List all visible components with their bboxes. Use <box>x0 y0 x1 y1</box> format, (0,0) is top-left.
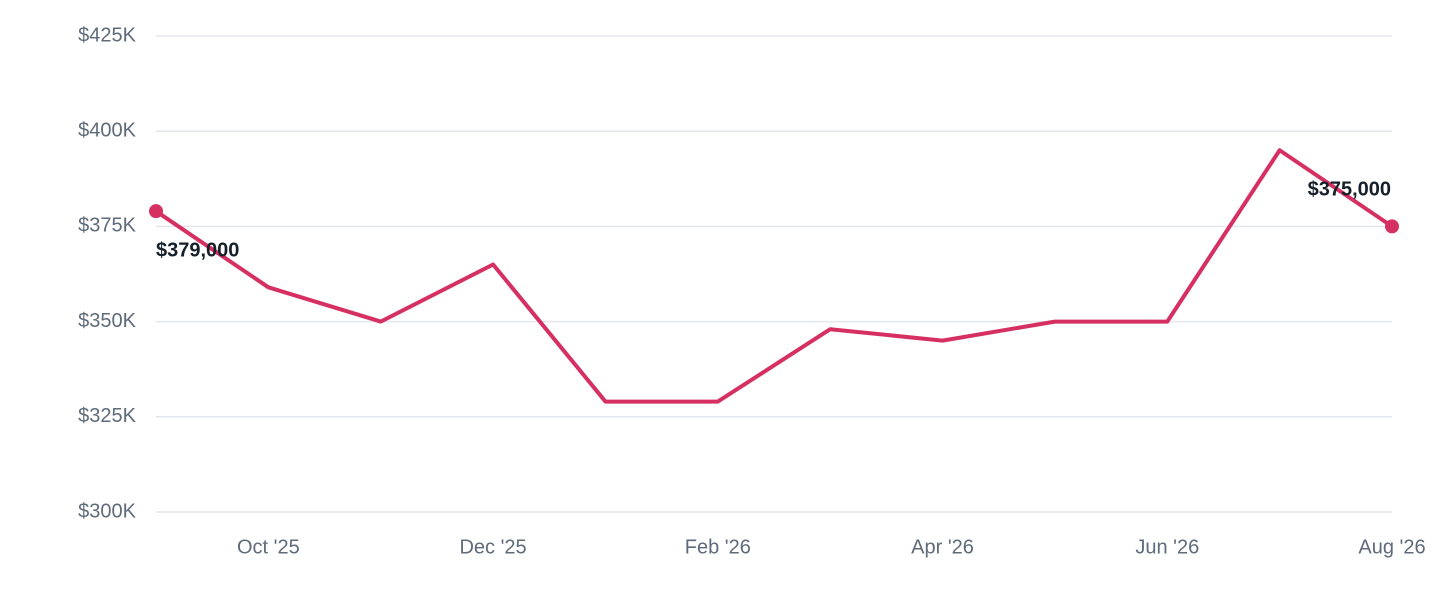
x-tick-label: Feb '26 <box>685 536 751 558</box>
y-tick-label: $425K <box>78 24 136 46</box>
data-label: $375,000 <box>1308 179 1391 201</box>
x-tick-label: Dec '25 <box>459 536 526 558</box>
y-tick-label: $300K <box>78 500 136 522</box>
y-tick-label: $350K <box>78 310 136 332</box>
y-tick-label: $325K <box>78 405 136 427</box>
data-label: $379,000 <box>156 239 239 261</box>
point <box>1385 219 1399 234</box>
x-tick-label: Apr '26 <box>911 536 974 558</box>
y-tick-label: $400K <box>78 119 136 141</box>
line <box>154 148 1394 404</box>
x-tick-label: Oct '25 <box>237 536 300 558</box>
x-tick-label: Jun '26 <box>1135 536 1199 558</box>
y-tick-label: $375K <box>78 215 136 237</box>
point <box>149 204 163 219</box>
x-tick-label: Aug '26 <box>1358 536 1425 558</box>
